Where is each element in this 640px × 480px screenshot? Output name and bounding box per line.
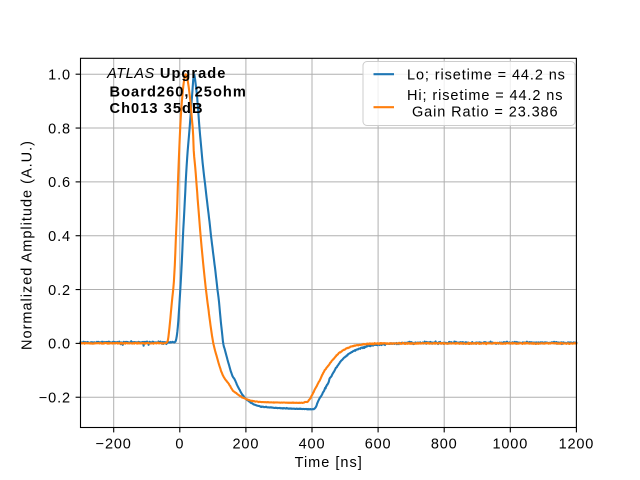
svg-text:0.6: 0.6	[48, 175, 71, 191]
svg-text:0.4: 0.4	[48, 229, 71, 245]
svg-text:−0.2: −0.2	[39, 391, 71, 407]
svg-text:600: 600	[365, 436, 392, 452]
svg-text:Gain Ratio = 23.386: Gain Ratio = 23.386	[412, 105, 558, 121]
svg-text:200: 200	[233, 436, 260, 452]
svg-text:0: 0	[175, 436, 184, 452]
svg-text:1.0: 1.0	[48, 67, 71, 83]
svg-text:Lo; risetime = 44.2 ns: Lo; risetime = 44.2 ns	[407, 67, 566, 83]
svg-text:400: 400	[299, 436, 326, 452]
svg-text:Time [ns]: Time [ns]	[295, 455, 363, 471]
svg-text:Ch013 35dB: Ch013 35dB	[110, 101, 204, 117]
svg-text:ATLAS Upgrade: ATLAS Upgrade	[106, 66, 226, 82]
svg-text:Normalized Amplitude (A.U.): Normalized Amplitude (A.U.)	[20, 140, 36, 350]
svg-text:1200: 1200	[559, 436, 595, 452]
svg-text:0.8: 0.8	[48, 121, 71, 137]
svg-text:Hi; risetime = 44.2 ns: Hi; risetime = 44.2 ns	[407, 88, 563, 104]
svg-text:Board260, 25ohm: Board260, 25ohm	[110, 84, 247, 100]
svg-text:−200: −200	[96, 436, 132, 452]
svg-text:0.2: 0.2	[48, 283, 71, 299]
svg-text:0.0: 0.0	[48, 337, 71, 353]
svg-text:1000: 1000	[492, 436, 528, 452]
svg-text:800: 800	[431, 436, 458, 452]
